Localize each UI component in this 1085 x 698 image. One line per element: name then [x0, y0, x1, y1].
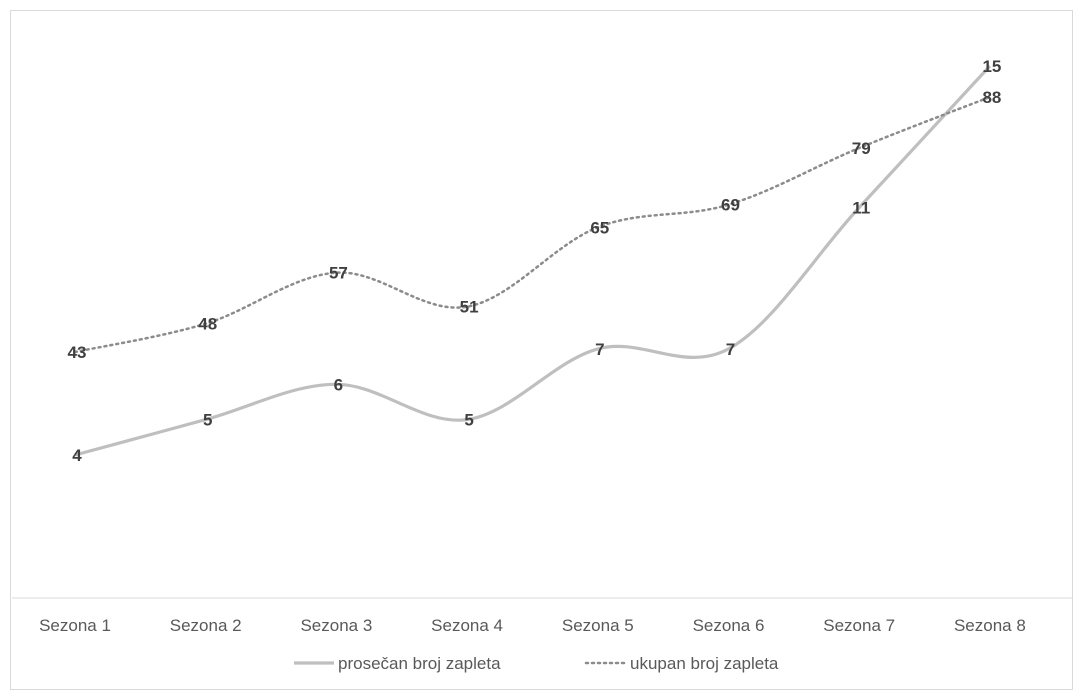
- data-label: 88: [982, 88, 1001, 107]
- series-line-prosecan: [74, 64, 992, 457]
- data-label: 6: [334, 375, 343, 394]
- series-line-ukupan: [73, 95, 992, 354]
- data-label: 5: [464, 411, 473, 430]
- x-tick-label: Sezona 2: [170, 616, 242, 635]
- legend-label: prosečan broj zapleta: [338, 654, 501, 673]
- x-tick-label: Sezona 3: [300, 616, 372, 635]
- data-label: 5: [203, 411, 212, 430]
- x-tick-label: Sezona 5: [562, 616, 634, 635]
- chart-area: 4 5 6 5 7 7 11 15 43 48 57 51 65 69 79 88 Sezona 1 Sezon…: [10, 10, 1073, 690]
- series-lines: [73, 64, 992, 457]
- x-tick-label: Sezona 4: [431, 616, 503, 635]
- x-tick-label: Sezona 8: [954, 616, 1026, 635]
- data-label: 43: [68, 343, 87, 362]
- data-label: 65: [590, 218, 609, 237]
- data-label: 11: [852, 198, 870, 217]
- data-label: 57: [329, 264, 348, 283]
- data-label: 48: [198, 315, 217, 334]
- x-tick-label: Sezona 6: [693, 616, 765, 635]
- data-label: 79: [852, 139, 871, 158]
- x-axis-tick-labels: Sezona 1 Sezona 2 Sezona 3 Sezona 4 Sezona 5…: [39, 616, 1026, 635]
- data-label: 51: [460, 298, 479, 317]
- x-tick-label: Sezona 1: [39, 616, 111, 635]
- data-label: 7: [726, 340, 735, 359]
- x-tick-label: Sezona 7: [823, 616, 895, 635]
- data-label: 15: [982, 57, 1001, 76]
- legend: prosečan broj zapleta ukupan broj zapleta: [294, 654, 779, 673]
- data-label: 4: [72, 446, 82, 465]
- data-label: 7: [595, 340, 604, 359]
- data-label: 69: [721, 196, 740, 215]
- legend-label: ukupan broj zapleta: [630, 654, 779, 673]
